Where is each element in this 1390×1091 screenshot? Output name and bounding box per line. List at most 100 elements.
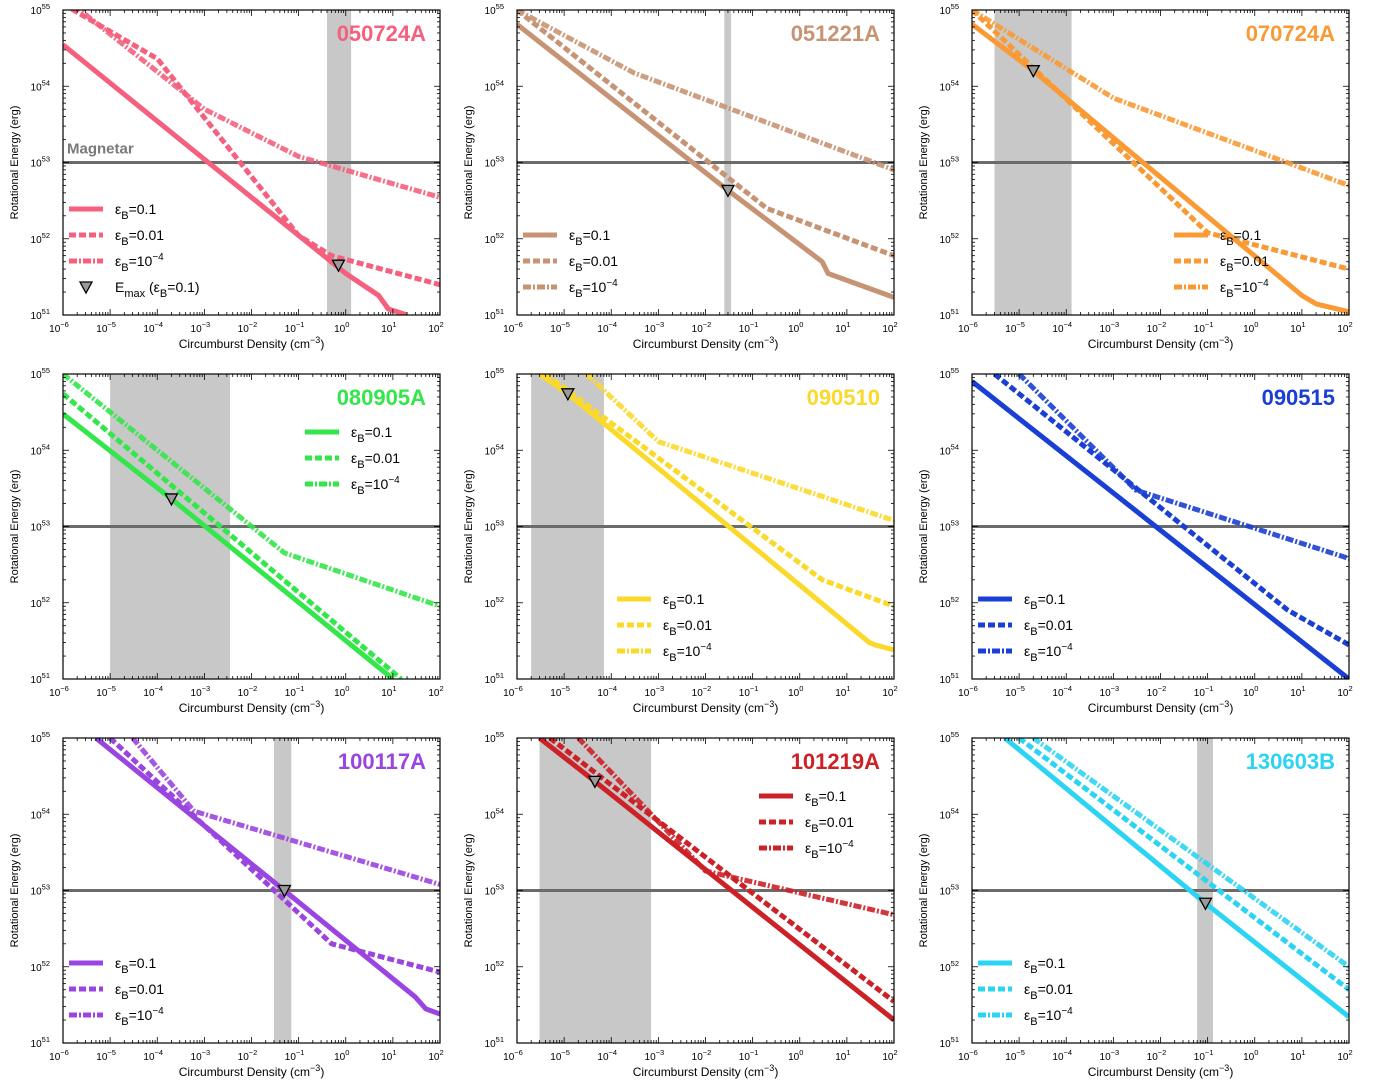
x-tick-label: 10−6 [49,320,69,335]
x-tick-label: 10−2 [238,1048,258,1063]
series-line-2 [992,374,1349,648]
panel-051221A: 10−6 10−5 10−4 10−3 10−2 10−1 100 101 102 1051 105… [463,2,898,351]
x-tick-label: 101 [381,1048,396,1063]
x-tick-label: 10−2 [692,684,712,699]
y-tick-label: 1051 [485,671,504,686]
y-tick-label: 1054 [485,78,504,93]
series-line-2 [517,10,894,259]
x-tick-label: 100 [788,1048,803,1063]
y-tick-label: 1054 [940,806,959,821]
panel-title: 051221A [791,21,880,46]
x-tick-label: 10−1 [1194,684,1214,699]
series-line-2 [548,738,894,1004]
series-line-3 [576,738,894,918]
series-line-3 [130,738,440,887]
y-axis-label: Rotational Energy (erg) [9,470,21,584]
x-tick-label: 10−5 [1005,1048,1025,1063]
legend-label: εB=0.01 [1220,253,1269,274]
y-tick-label: 1051 [940,1035,959,1050]
legend-label: εB=0.1 [1024,955,1065,976]
x-tick-label: 10−6 [503,320,523,335]
series-line-1 [94,738,440,1017]
y-tick-label: 1051 [31,307,50,322]
panel-title: 080905A [337,385,426,410]
legend-label: εB=10−4 [351,475,400,497]
x-tick-label: 10−5 [550,684,570,699]
legend-label: εB=0.1 [663,591,704,612]
series-line-3 [63,374,440,609]
y-axis-label: Rotational Energy (erg) [9,834,21,948]
series-line-3 [517,10,894,173]
legend-label: εB=0.01 [115,227,164,248]
x-tick-label: 102 [1337,1048,1352,1063]
x-tick-label: 10−6 [503,684,523,699]
series-line-1 [63,42,408,315]
series-line-3 [75,10,440,200]
y-tick-label: 1054 [31,442,50,457]
x-tick-label: 101 [1290,684,1305,699]
x-tick-label: 10−4 [143,320,163,335]
series-line-3 [584,374,894,523]
series-line-1 [517,22,894,300]
series-line-2 [108,738,440,975]
x-tick-label: 10−4 [143,684,163,699]
y-tick-label: 1054 [940,442,959,457]
panel-title: 090515 [1262,385,1335,410]
panel-130603B: 10−6 10−5 10−4 10−3 10−2 10−1 100 101 102 1051 105… [918,730,1353,1079]
panel-090510: 10−6 10−5 10−4 10−3 10−2 10−1 100 101 102 1051 105… [463,366,898,715]
x-tick-label: 100 [334,684,349,699]
legend-label: εB=0.1 [115,955,156,976]
series-line-2 [543,374,894,609]
y-tick-label: 1052 [485,959,504,974]
x-tick-label: 102 [428,320,443,335]
x-tick-label: 10−1 [739,684,759,699]
legend-label: εB=10−4 [115,252,164,274]
panel-080905A: 10−6 10−5 10−4 10−3 10−2 10−1 100 101 102 1051 105… [9,366,444,715]
x-tick-label: 10−2 [238,684,258,699]
x-tick-label: 10−3 [645,1048,665,1063]
y-tick-label: 1054 [485,806,504,821]
legend-label: εB=0.1 [805,788,846,809]
x-tick-label: 10−4 [1052,684,1072,699]
x-tick-label: 10−6 [503,1048,523,1063]
x-tick-label: 10−4 [1052,1048,1072,1063]
x-tick-label: 10−6 [958,1048,978,1063]
y-tick-label: 1055 [31,2,50,17]
panel-title: 070724A [1246,21,1335,46]
panel-title: 100117A [338,749,426,774]
legend-label: εB=0.1 [569,227,610,248]
y-tick-label: 1051 [485,1035,504,1050]
y-tick-label: 1053 [940,155,959,170]
legend-label: εB=0.1 [1024,591,1065,612]
y-axis-label: Rotational Energy (erg) [463,834,475,948]
x-tick-label: 10−1 [1194,320,1214,335]
x-tick-label: 100 [1243,320,1258,335]
emax-marker [164,493,179,507]
series-line-2 [68,10,440,288]
x-tick-label: 10−2 [1147,320,1167,335]
y-tick-label: 1051 [940,671,959,686]
x-tick-label: 10−5 [1005,320,1025,335]
series-line-3 [1017,374,1349,561]
legend-label: εB=0.01 [805,814,854,835]
x-tick-label: 10−2 [238,320,258,335]
legend-label: εB=0.01 [351,450,400,471]
series-line-2 [63,391,403,679]
y-tick-label: 1053 [940,519,959,534]
x-tick-label: 10−5 [96,320,116,335]
x-tick-label: 10−3 [1100,1048,1120,1063]
y-tick-label: 1052 [940,959,959,974]
series-line-3 [1031,738,1349,969]
series-line-1 [1003,738,1349,1019]
y-tick-label: 1055 [485,730,504,745]
legend-label: εB=10−4 [1024,1006,1073,1028]
magnetar-label: Magnetar [67,141,134,158]
x-tick-label: 10−6 [958,684,978,699]
y-tick-label: 1051 [31,1035,50,1050]
legend-label: εB=0.1 [115,201,156,222]
